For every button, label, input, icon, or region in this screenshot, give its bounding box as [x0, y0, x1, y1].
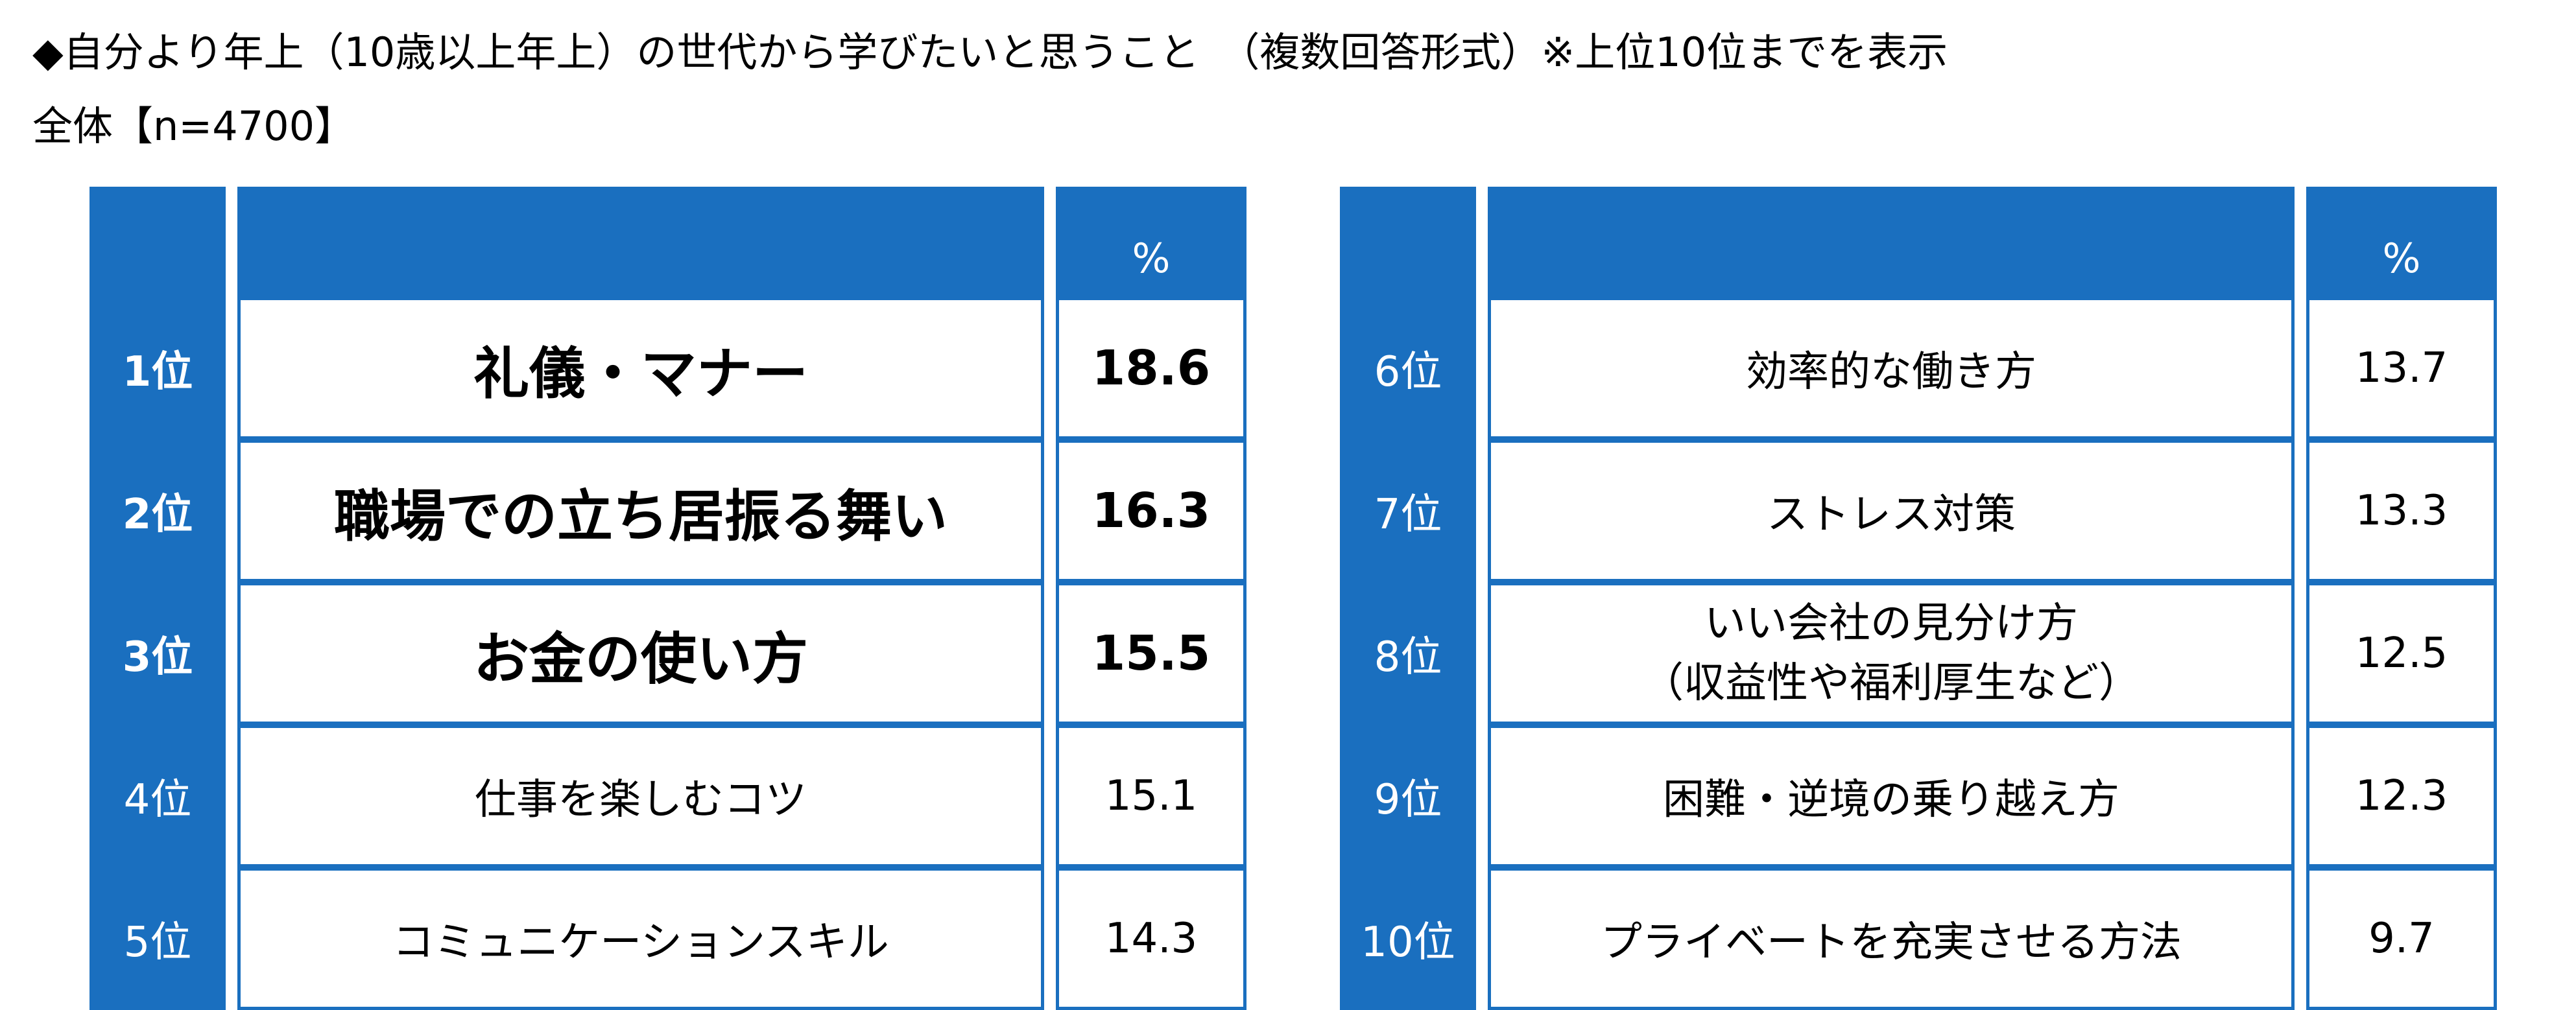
page-title: ◆自分より年上（10歳以上年上）の世代から学びたいと思うこと （複数回答形式）※…	[32, 29, 1948, 76]
item-cell: 仕事を楽しむコツ	[237, 725, 1044, 867]
item-cell: いい会社の見分け方 （収益性や福利厚生など）	[1488, 582, 2295, 725]
rank-cell: 6位	[1340, 297, 1476, 440]
item-text-stack: いい会社の見分け方 （収益性や福利厚生など）	[1642, 594, 2140, 713]
rank-cell: 9位	[1340, 725, 1476, 867]
item-cell: 効率的な働き方	[1488, 297, 2295, 440]
sample-size-label: 全体【n=4700】	[32, 102, 355, 150]
item-cell: 困難・逆境の乗り越え方	[1488, 725, 2295, 867]
percent-cell: 16.3	[1056, 440, 1246, 582]
percent-cell: 15.1	[1056, 725, 1246, 867]
item-cell: ストレス対策	[1488, 440, 2295, 582]
percent-cell: 14.3	[1056, 867, 1246, 1010]
percent-cell: 13.3	[2306, 440, 2497, 582]
item-cell: 礼儀・マナー	[237, 297, 1044, 440]
percent-cell: 12.3	[2306, 725, 2497, 867]
rank-cell: 10位	[1340, 867, 1476, 1010]
item-cell: 職場での立ち居振る舞い	[237, 440, 1044, 582]
item-cell: お金の使い方	[237, 582, 1044, 725]
rank-cell: 8位	[1340, 582, 1476, 725]
rank-cell: 7位	[1340, 440, 1476, 582]
item-cell: プライベートを充実させる方法	[1488, 867, 2295, 1010]
item-cell: コミュニケーションスキル	[237, 867, 1044, 1010]
percent-cell: 18.6	[1056, 297, 1246, 440]
item-main-text: いい会社の見分け方	[1704, 600, 2078, 648]
item-note-text: （収益性や福利厚生など）	[1642, 659, 2140, 707]
rank-cell: 1位	[89, 297, 226, 440]
rank-cell: 3位	[89, 582, 226, 725]
percent-cell: 15.5	[1056, 582, 1246, 725]
percent-cell: 9.7	[2306, 867, 2497, 1010]
rank-cell: 4位	[89, 725, 226, 867]
percent-cell: 13.7	[2306, 297, 2497, 440]
rank-cell: 5位	[89, 867, 226, 1010]
rank-cell: 2位	[89, 440, 226, 582]
percent-cell: 12.5	[2306, 582, 2497, 725]
